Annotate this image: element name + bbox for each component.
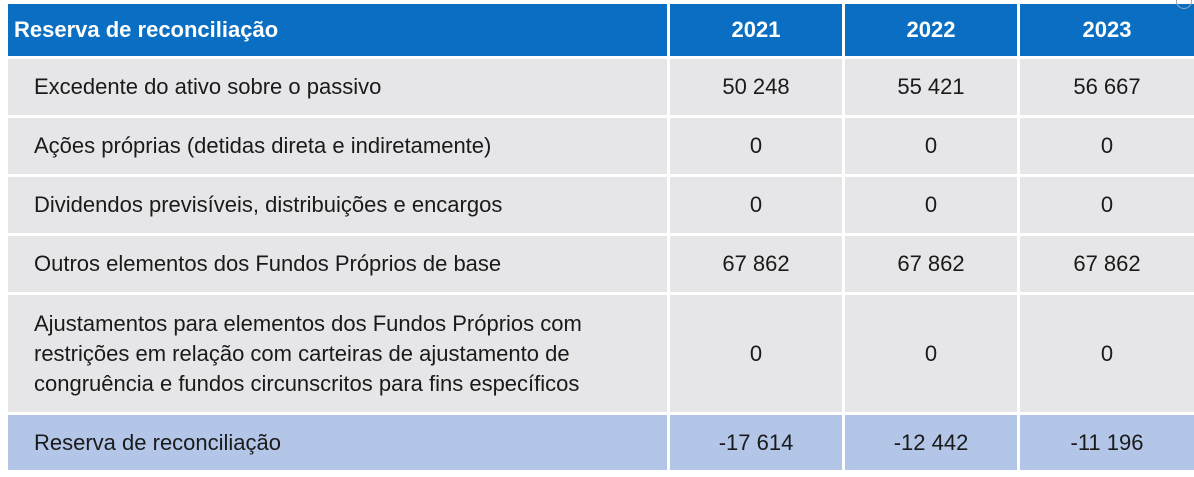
- total-value-2021: -17 614: [670, 415, 845, 470]
- row-value-2023: 67 862: [1020, 236, 1194, 295]
- row-label-text: Ajustamentos para elementos dos Fundos P…: [34, 310, 582, 396]
- total-value-2022: -12 442: [845, 415, 1020, 470]
- table-row: Ajustamentos para elementos dos Fundos P…: [8, 295, 1194, 415]
- row-value-2022: 0: [845, 177, 1020, 236]
- table-row: Ações próprias (detidas direta e indiret…: [8, 118, 1194, 177]
- row-value-2021: 0: [670, 177, 845, 236]
- row-label: Dividendos previsíveis, distribuições e …: [8, 177, 670, 236]
- table-row: Dividendos previsíveis, distribuições e …: [8, 177, 1194, 236]
- table-total-row: Reserva de reconciliação -17 614 -12 442…: [8, 415, 1194, 470]
- table-row: Outros elementos dos Fundos Próprios de …: [8, 236, 1194, 295]
- row-value-2023: 56 667: [1020, 59, 1194, 118]
- row-label: Ações próprias (detidas direta e indiret…: [8, 118, 670, 177]
- row-value-2021: 0: [670, 295, 845, 415]
- header-year-2023: 2023: [1020, 4, 1194, 59]
- row-value-2022: 67 862: [845, 236, 1020, 295]
- row-value-2023: 0: [1020, 118, 1194, 177]
- table-row: Excedente do ativo sobre o passivo 50 24…: [8, 59, 1194, 118]
- reconciliation-reserve-table: Reserva de reconciliação 2021 2022 2023 …: [8, 0, 1194, 470]
- row-value-2022: 0: [845, 118, 1020, 177]
- total-label: Reserva de reconciliação: [8, 415, 670, 470]
- header-label: Reserva de reconciliação: [8, 4, 670, 59]
- total-value-2023: -11 196: [1020, 415, 1194, 470]
- row-value-2023: 0: [1020, 295, 1194, 415]
- row-value-2023: 0: [1020, 177, 1194, 236]
- table-header-row: Reserva de reconciliação 2021 2022 2023: [8, 4, 1194, 59]
- header-year-2022: 2022: [845, 4, 1020, 59]
- row-value-2021: 50 248: [670, 59, 845, 118]
- row-label: Outros elementos dos Fundos Próprios de …: [8, 236, 670, 295]
- header-year-2021: 2021: [670, 4, 845, 59]
- row-label: Ajustamentos para elementos dos Fundos P…: [8, 295, 670, 415]
- row-value-2021: 67 862: [670, 236, 845, 295]
- row-value-2021: 0: [670, 118, 845, 177]
- row-label: Excedente do ativo sobre o passivo: [8, 59, 670, 118]
- row-value-2022: 0: [845, 295, 1020, 415]
- row-value-2022: 55 421: [845, 59, 1020, 118]
